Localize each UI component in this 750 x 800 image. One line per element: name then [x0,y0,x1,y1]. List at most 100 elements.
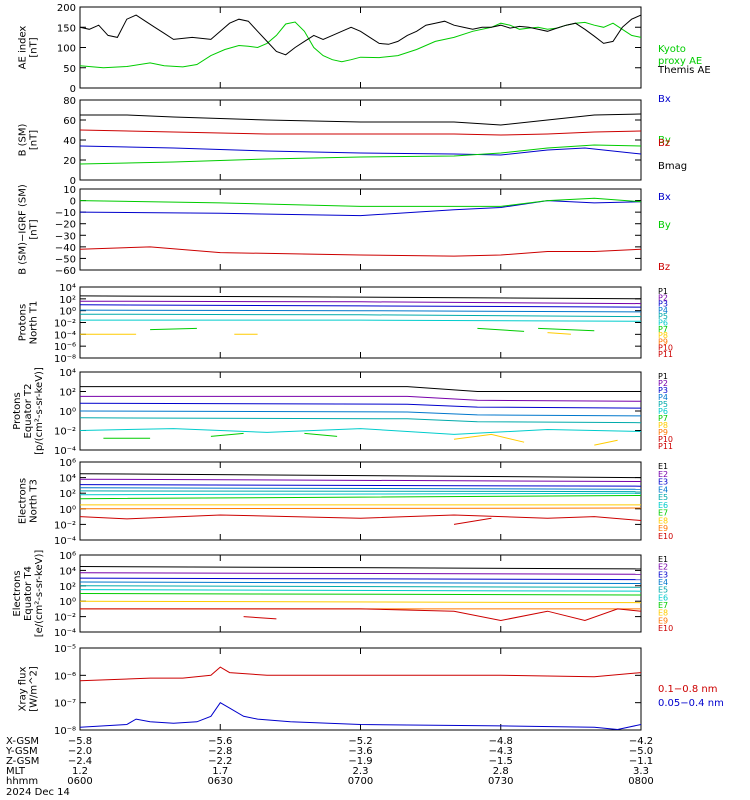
orbit-value: −4.2 [629,736,653,747]
legend-label-pn-p8: P8 [658,331,668,340]
ytick-label: −40 [55,243,76,254]
legend-label-en-e9: E9 [658,524,668,533]
legend-label-pe-p2: P2 [658,379,668,388]
orbit-value: 0730 [488,776,513,787]
legend-label-pe-p11: P11 [658,442,673,451]
series-line-ee-e1 [79,566,642,570]
ytick-label: 10⁻² [54,427,76,438]
orbit-value: −2.0 [68,746,92,757]
ytick-label: 10⁻⁴ [54,446,76,457]
legend-label-en-e3: E3 [658,478,668,487]
series-line-bigrf-bz [79,246,642,257]
ytick-label: 10⁻⁴ [54,628,76,639]
series-line-ae-kyoto-proxy-ae [79,21,642,69]
series-line-pe-p5 [79,417,642,424]
series-line-en-e9 [79,507,642,510]
ytick-label: −60 [55,266,76,277]
ytick-label: 10⁻² [54,319,76,330]
legend-label-ee-e8: E8 [658,609,668,618]
legend-label-pn-p6: P6 [658,319,668,328]
ytick-label: 10⁻⁶ [54,342,76,353]
legend-label-pe-p6: P6 [658,407,668,416]
series-line-pe-p1 [80,386,641,392]
ytick-label: 50 [63,64,76,75]
panel-frame-ae [79,6,642,89]
legend-label-pn-p11: P11 [658,350,673,359]
legend-label-ee-e4: E4 [658,578,668,587]
series-line-bsm-bmag [80,113,642,126]
legend-label-bigrf-bz: Bz [658,262,670,273]
orbit-value: −4.3 [489,746,513,757]
series-line-pe-p6 [79,428,642,435]
ytick-label: 10² [59,582,76,593]
series-line-pe-p3 [79,402,642,409]
panel-ylabel-bigrf: B (SM)−IGRF (SM)[nT] [18,184,40,275]
ytick-label: 10² [59,295,76,306]
series-line-en-e2 [79,478,642,482]
panel-ylabel-ae: AE index[nT] [18,26,40,70]
legend-label-pn-p7: P7 [658,325,668,334]
ytick-label: 10⁴ [59,283,76,294]
orbit-value: 2.8 [493,766,509,777]
legend-label-pe-p1: P1 [658,372,668,381]
legend-label-ee-e9: E9 [658,616,668,625]
legend-label-ee-e3: E3 [658,570,668,579]
panel-frame-en [79,461,642,541]
legend-label-pn-p5: P5 [658,312,668,321]
legend-label-en-e2: E2 [658,470,668,479]
legend-label-pe-p5: P5 [658,400,668,409]
series-line-pe-p2 [80,395,642,402]
ytick-label: 40 [63,136,76,147]
series-line-pn-p6 [80,319,642,322]
orbit-value: −4.8 [489,736,513,747]
orbit-value: −5.0 [629,746,653,757]
legend-label-en-e10: E10 [658,532,673,541]
panel-ylabel-ee: ElectronsEquator T4[e/(cm²-s-sr-keV)] [12,550,45,638]
orbit-value: −2.2 [208,756,232,767]
orbit-value: −1.9 [348,756,372,767]
series-line-ee-e4 [79,581,642,584]
series-line-xray-0-05-0-4-nm [79,702,642,731]
series-line-ee-e8 [79,600,642,604]
ytick-label: 10⁰ [59,597,76,608]
ytick-label: 10⁻⁷ [54,699,76,710]
panel-ylabel-bsm: B (SM)[nT] [18,123,40,156]
ytick-label: 200 [57,3,76,14]
series-line-ee-e10 [80,608,642,622]
ytick-label: 0 [70,176,76,187]
series-line-pe-p4 [79,410,642,417]
orbit-value: −3.6 [348,746,372,757]
legend-label-pe-p7: P7 [658,414,668,423]
ytick-label: 10⁴ [59,566,76,577]
orbit-row-label: hhmm [6,776,38,787]
orbit-row-label: X-GSM [6,736,39,747]
legend-label-pe-p10: P10 [658,435,673,444]
orbit-value: 1.2 [72,766,88,777]
panel-ylabel-pe: ProtonsEquator T2[p/(cm²-s-sr-keV)] [12,367,45,455]
orbit-value: −1.5 [489,756,513,767]
ytick-label: −30 [55,231,76,242]
series-line-ee-e5 [79,585,642,588]
legend-label-pe-p3: P3 [658,386,668,395]
ytick-label: 10⁻⁵ [54,644,76,655]
ytick-label: 10⁻⁶ [54,671,76,682]
ytick-label: 20 [63,156,76,167]
legend-label-pe-p8: P8 [658,421,668,430]
ytick-label: 10² [59,388,76,399]
series-line-en-e10 [79,514,642,525]
series-line-bsm-by [79,144,642,165]
plot-date: 2024 Dec 14 [6,787,70,798]
panel-frame-pn [79,286,642,359]
ytick-label: 10⁻⁴ [54,536,76,547]
panel-ylabel-pn: ProtonsNorth T1 [18,301,40,345]
ytick-label: 100 [57,44,76,55]
series-line-bsm-bx [79,145,642,156]
series-line-bigrf-by [79,197,642,207]
series-line-pn-p7 [150,327,595,332]
series-line-xray-0-1-0-8-nm [79,666,642,682]
ytick-label: 10⁻⁸ [54,726,76,737]
legend-label-ee-e2: E2 [658,563,668,572]
orbit-value: −5.6 [208,736,232,747]
ytick-label: 10⁴ [59,474,76,485]
